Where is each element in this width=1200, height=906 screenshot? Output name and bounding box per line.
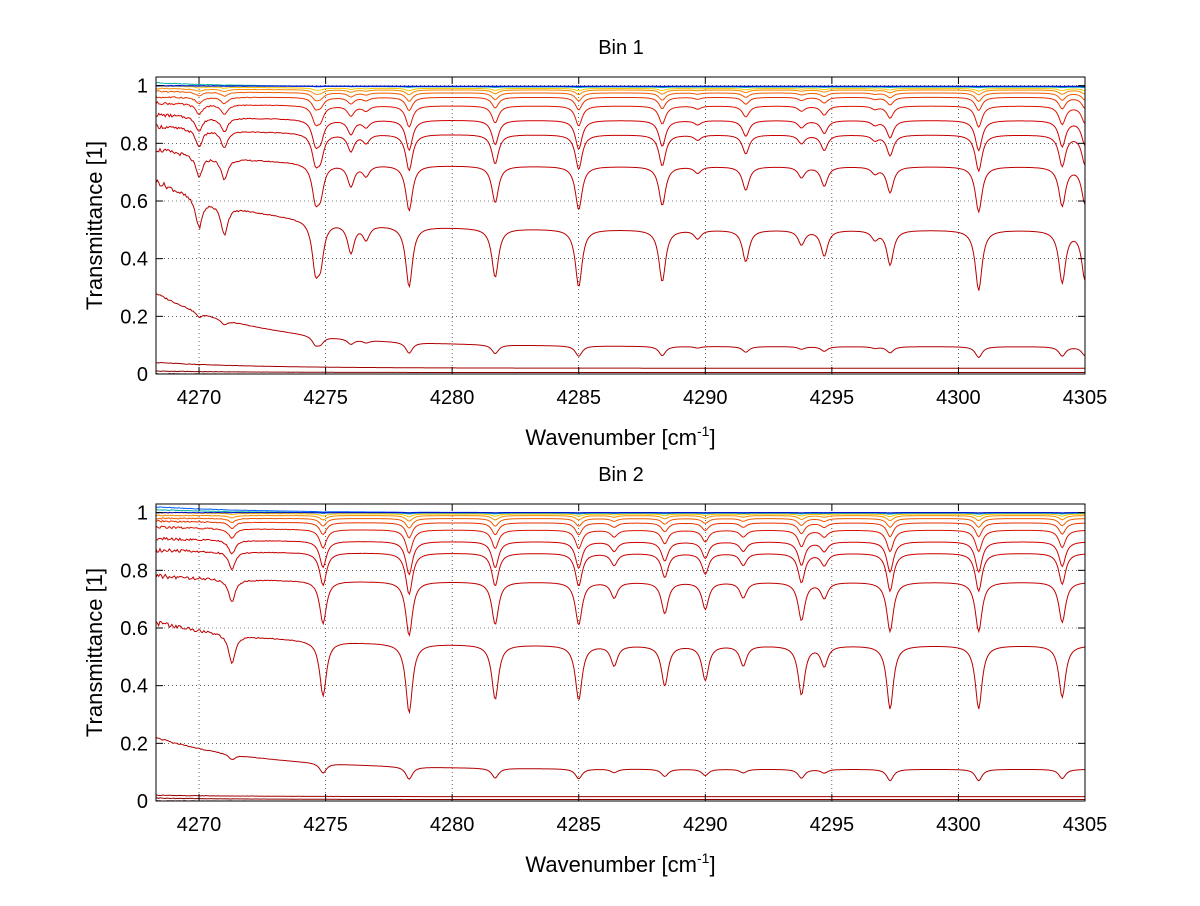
series-line-s2 [156,798,1085,800]
axes-frame [156,77,1085,374]
y-tick-label: 0.2 [120,733,148,755]
plot-title: Bin 1 [598,37,644,59]
series-line-s12 [156,515,1085,521]
y-tick-label: 0.8 [120,133,148,155]
series-line-s6 [156,149,1085,212]
x-tick-label: 4295 [810,387,855,409]
y-tick-label: 1 [137,503,148,525]
x-tick-label: 4300 [936,814,981,836]
x-tick-label: 4290 [683,814,728,836]
y-tick-label: 0.4 [120,249,148,271]
x-tick-label: 4295 [810,814,855,836]
series-line-s5 [156,621,1085,712]
y-tick-label: 0.8 [120,560,148,582]
plot-title: Bin 2 [598,464,644,486]
series-line-s4 [156,737,1085,780]
y-tick-label: 0.4 [120,676,148,698]
x-tick-label: 4305 [1063,814,1108,836]
series-line-s2 [156,371,1085,373]
series-line-s5 [156,180,1085,291]
series-line-s8 [156,537,1085,574]
x-tick-label: 4285 [556,814,601,836]
grid [156,77,1085,374]
x-tick-label: 4270 [177,814,222,836]
y-tick-label: 0 [137,364,148,386]
series-group [156,82,1085,374]
series-line-s4 [156,294,1085,358]
x-axis-label: Wavenumber [cm-1] [525,850,715,877]
x-tick-label: 4270 [177,387,222,409]
series-line-s3 [156,362,1085,368]
series-line-s3 [156,795,1085,797]
ticks: 4270 4275 4280 4285 4290 4295 4300 4305 0 0.2 0.4 0… [120,76,1107,409]
series-line-s8 [156,113,1085,150]
series-line-s6 [156,574,1085,635]
x-tick-label: 4280 [430,387,475,409]
series-line-s16 [156,512,1085,513]
y-tick-label: 0 [137,791,148,813]
subplot-bin-1: Bin 1 4270 4275 4280 4285 4290 4295 4300 4305 0 0… [82,37,1107,450]
series-line-s12 [156,88,1085,95]
x-tick-label: 4280 [430,814,475,836]
y-axis-label: Transmittance [1] [82,568,107,737]
y-tick-label: 0.2 [120,306,148,328]
subplot-bin-2: Bin 2 4270 4275 4280 4285 4290 4295 4300 4305 0 0… [82,464,1107,877]
x-tick-label: 4275 [303,387,348,409]
x-tick-label: 4305 [1063,387,1108,409]
x-tick-label: 4290 [683,387,728,409]
y-tick-label: 1 [137,76,148,98]
series-line-s10 [156,520,1085,537]
x-tick-label: 4285 [556,387,601,409]
y-axis-label: Transmittance [1] [82,141,107,310]
series-line-s9 [156,102,1085,127]
x-tick-label: 4275 [303,814,348,836]
series-group [156,507,1085,801]
x-axis-label: Wavenumber [cm-1] [525,423,715,450]
series-line-s9 [156,526,1085,553]
x-tick-label: 4300 [936,387,981,409]
y-tick-label: 0.6 [120,191,148,213]
series-line-s10 [156,96,1085,110]
series-line-s11 [156,91,1085,102]
y-tick-label: 0.6 [120,618,148,640]
